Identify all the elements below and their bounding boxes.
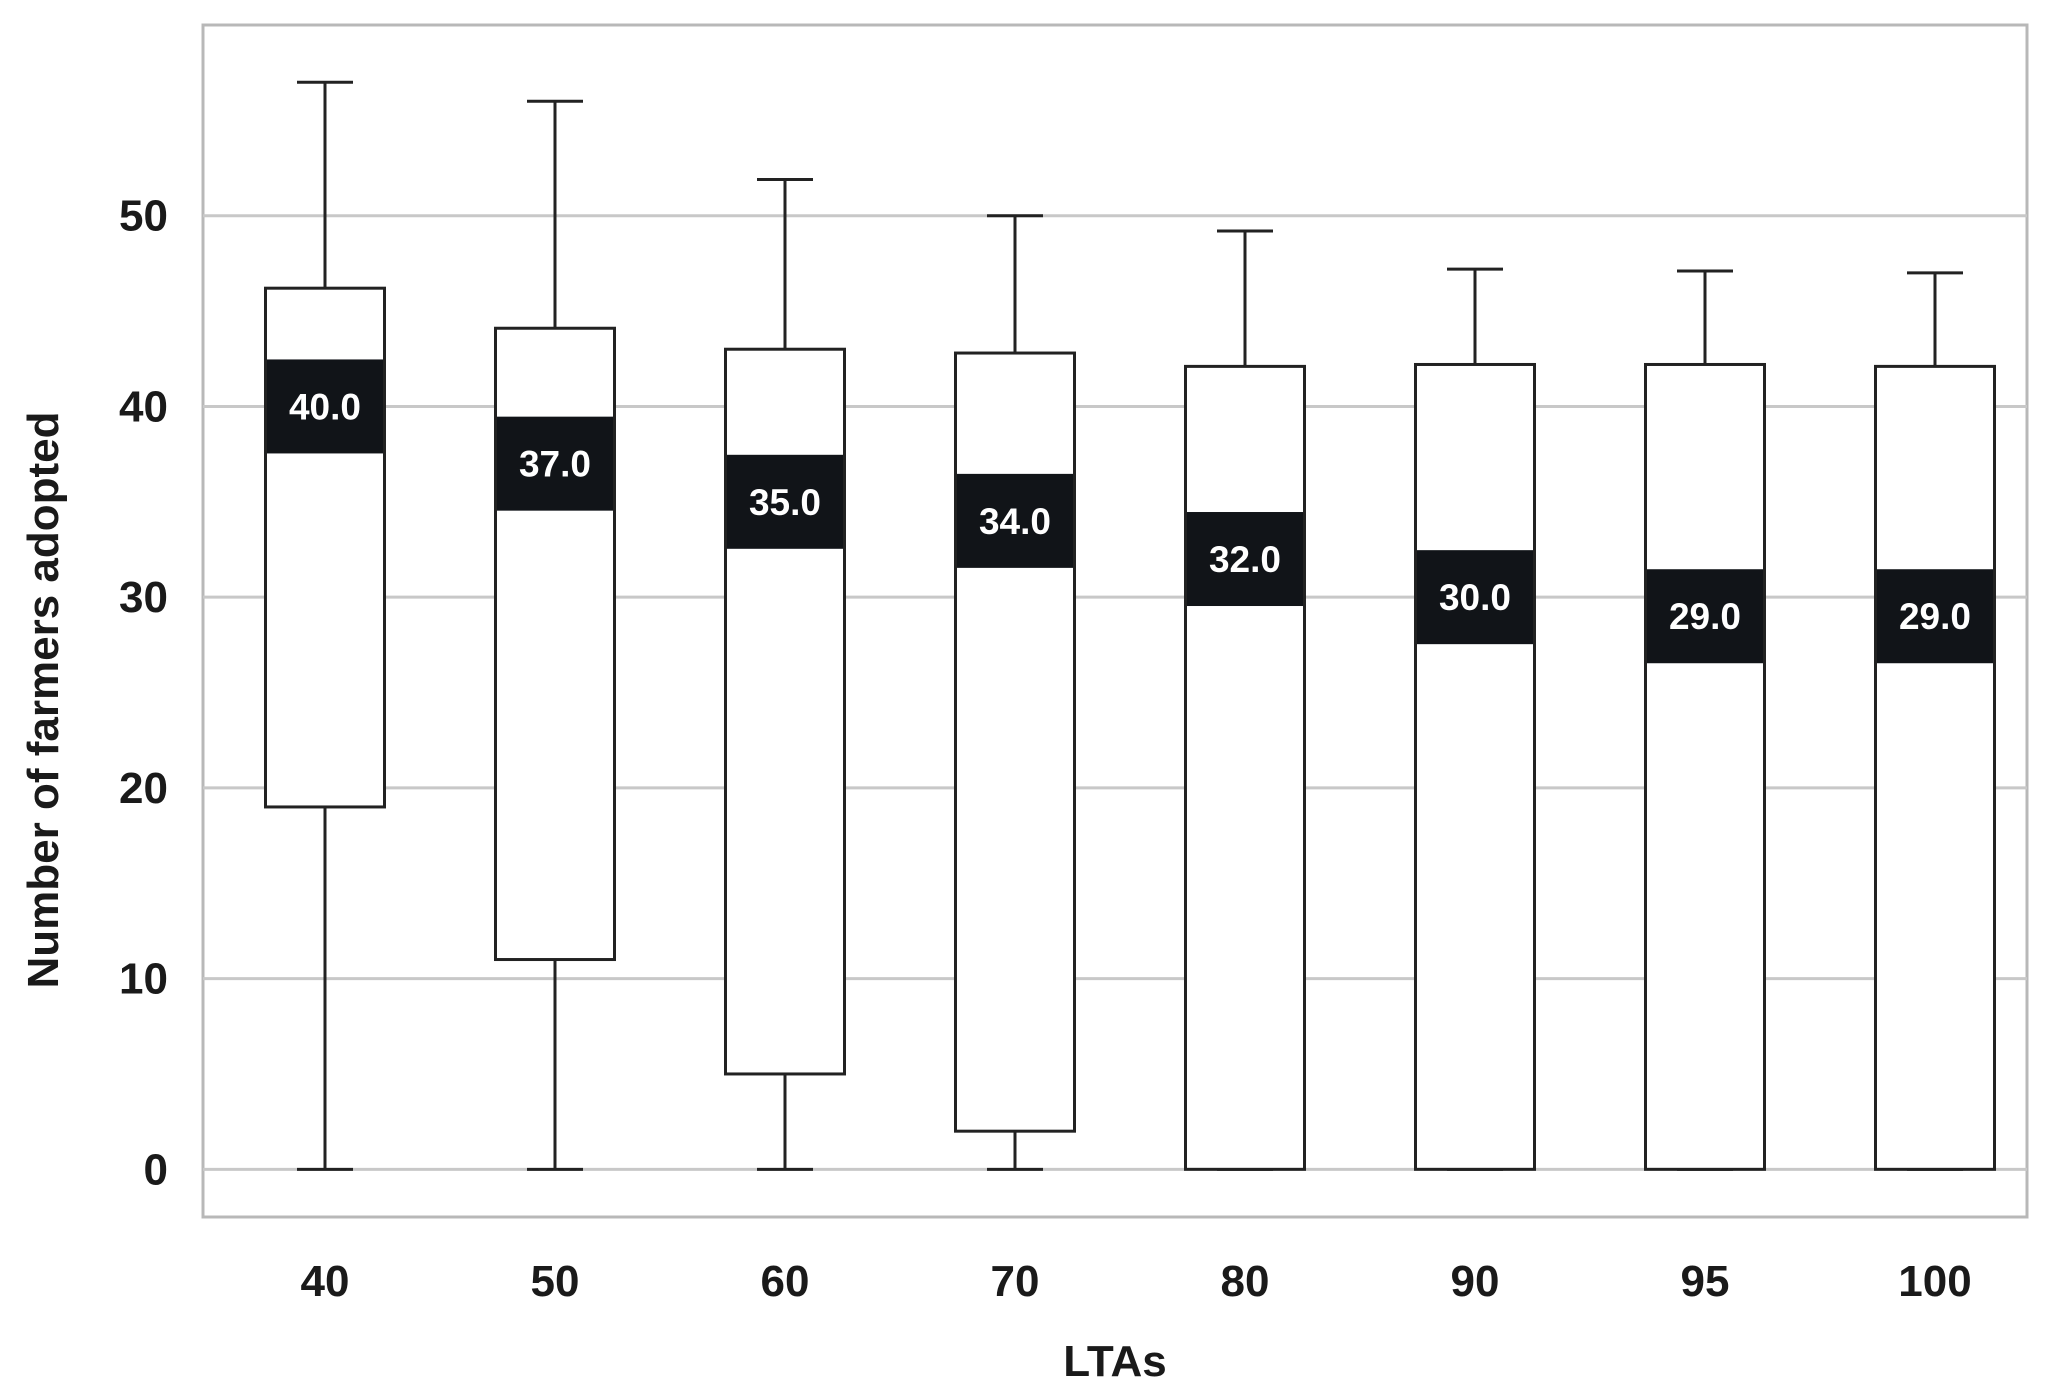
x-tick-label-40: 40 — [301, 1257, 350, 1306]
median-label: 32.0 — [1209, 539, 1281, 580]
x-axis-tick-labels: 40 50 60 70 80 90 95 100 — [301, 1257, 1972, 1306]
x-tick-label-50: 50 — [531, 1257, 580, 1306]
x-tick-label-95: 95 — [1681, 1257, 1730, 1306]
y-tick-label-50: 50 — [119, 192, 168, 241]
median-band — [1417, 550, 1533, 645]
box-body — [1874, 364, 1996, 1171]
y-tick-label-30: 30 — [119, 573, 168, 622]
y-tick-label-10: 10 — [119, 955, 168, 1004]
x-axis-title: LTAs — [1063, 1337, 1166, 1386]
box-50: 37.0 — [494, 99, 616, 1171]
y-axis-tick-labels: 0 10 20 30 40 50 — [119, 192, 168, 1195]
y-tick-label-0: 0 — [144, 1145, 168, 1194]
median-label: 29.0 — [1669, 596, 1741, 637]
x-tick-label-100: 100 — [1898, 1257, 1971, 1306]
median-band — [1187, 512, 1303, 607]
box-70: 34.0 — [954, 214, 1076, 1171]
box-90: 30.0 — [1414, 267, 1536, 1171]
median-band — [267, 359, 383, 454]
box-95: 29.0 — [1644, 269, 1766, 1171]
median-band — [727, 454, 843, 549]
median-band — [957, 473, 1073, 568]
median-label: 34.0 — [979, 501, 1051, 542]
x-tick-label-70: 70 — [991, 1257, 1040, 1306]
box-60: 35.0 — [724, 177, 846, 1171]
median-label: 40.0 — [289, 386, 361, 427]
box-body — [1414, 362, 1536, 1171]
box-body — [1184, 364, 1306, 1171]
median-label: 35.0 — [749, 482, 821, 523]
median-label: 29.0 — [1899, 596, 1971, 637]
box-80: 32.0 — [1184, 229, 1306, 1171]
median-band — [1647, 569, 1763, 664]
y-tick-label-20: 20 — [119, 764, 168, 813]
median-band — [497, 416, 613, 511]
boxes: 40.0 37.0 35.0 34.0 32.0 30.0 29.0 29.0 — [264, 80, 1996, 1171]
box-body — [954, 351, 1076, 1133]
box-40: 40.0 — [264, 80, 386, 1171]
median-label: 37.0 — [519, 444, 591, 485]
median-band — [1877, 569, 1993, 664]
y-axis-title: Number of farmers adopted — [19, 412, 68, 989]
box-100: 29.0 — [1874, 271, 1996, 1171]
x-tick-label-80: 80 — [1221, 1257, 1270, 1306]
y-tick-label-40: 40 — [119, 382, 168, 431]
x-tick-label-90: 90 — [1451, 1257, 1500, 1306]
x-tick-label-60: 60 — [761, 1257, 810, 1306]
median-label: 30.0 — [1439, 577, 1511, 618]
box-body — [1644, 362, 1766, 1171]
